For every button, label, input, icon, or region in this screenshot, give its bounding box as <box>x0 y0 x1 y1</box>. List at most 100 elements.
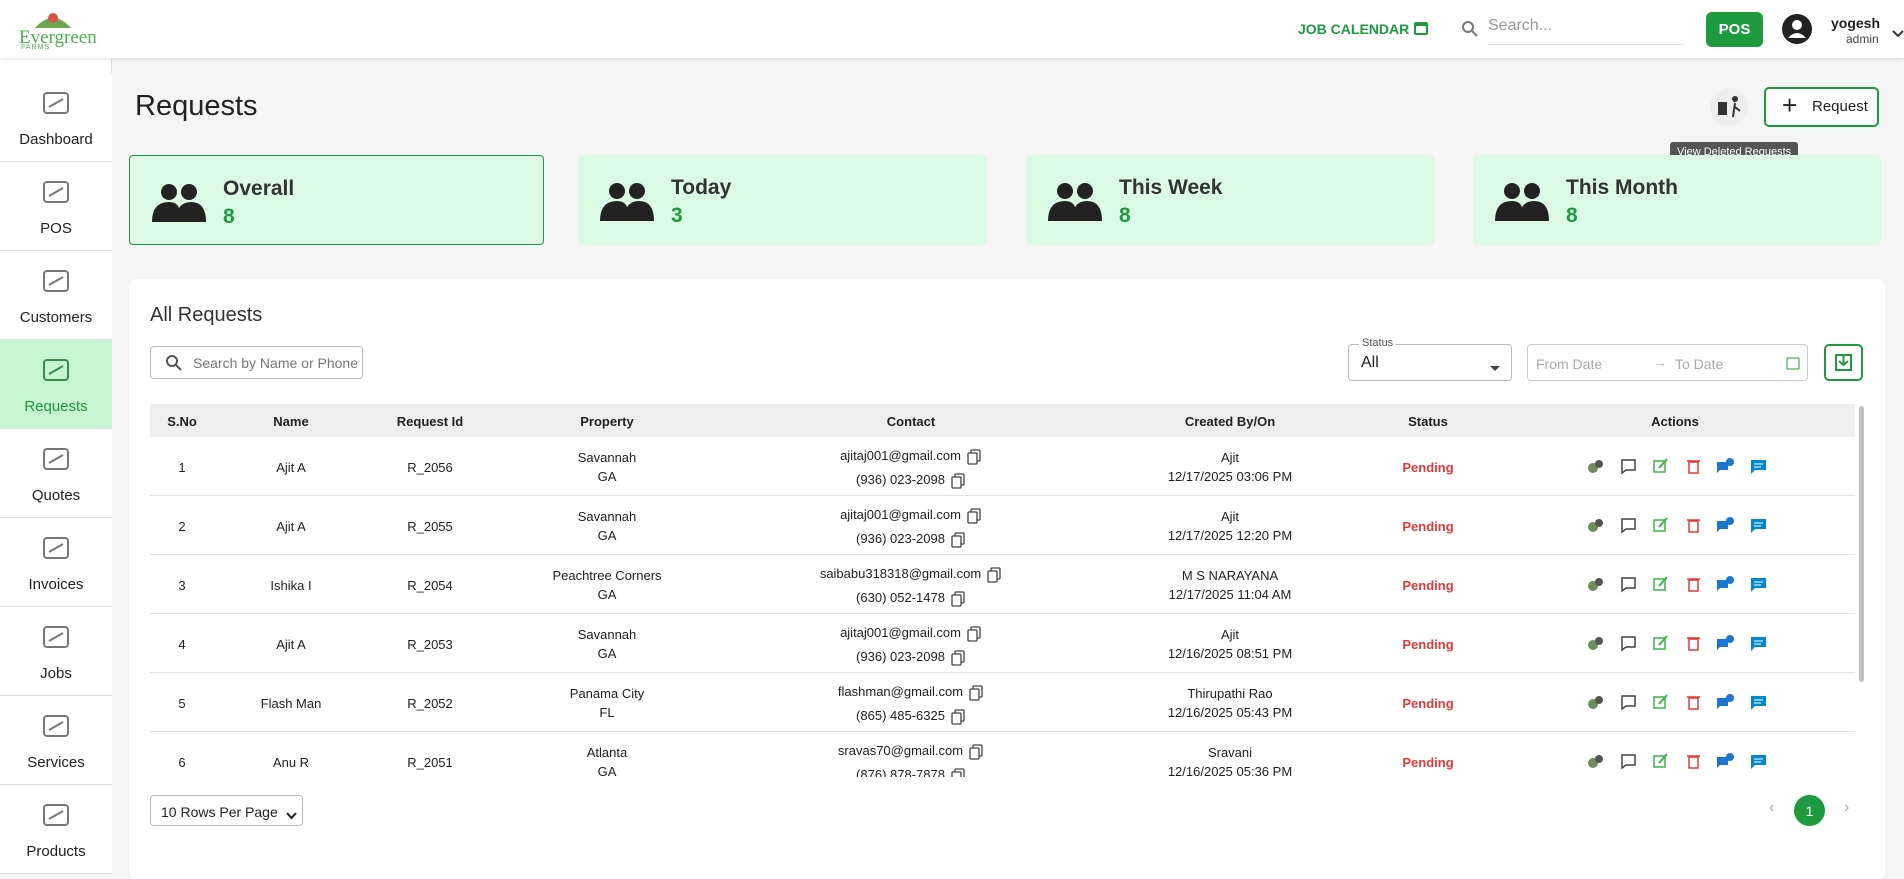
row-action[interactable] <box>1619 693 1637 711</box>
row-action-svg <box>1686 578 1700 592</box>
row-action[interactable] <box>1716 752 1734 770</box>
sidebar-item[interactable]: Services <box>0 696 112 785</box>
row-action[interactable] <box>1619 457 1637 475</box>
row-action[interactable] <box>1749 752 1767 770</box>
prev-page[interactable]: ‹ <box>1769 799 1775 816</box>
header-search[interactable]: Search... <box>1488 17 1684 45</box>
column-header: Name <box>273 414 309 429</box>
row-action[interactable] <box>1651 457 1669 475</box>
property-city: Savannah <box>577 627 637 642</box>
row-action[interactable] <box>1716 516 1734 534</box>
row-action[interactable] <box>1619 516 1637 534</box>
row-action-svg <box>1653 517 1668 532</box>
row-action[interactable] <box>1749 575 1767 593</box>
row-action-svg <box>1686 755 1700 769</box>
sidebar-item[interactable]: Dashboard <box>0 73 112 162</box>
date-range[interactable]: From Date → To Date <box>1527 344 1808 381</box>
sidebar-item[interactable]: Requests <box>0 340 112 429</box>
next-page[interactable]: › <box>1844 799 1850 816</box>
sidebar-item[interactable]: Quotes <box>0 429 112 518</box>
row-action-svg <box>1620 577 1636 593</box>
copy-icon <box>951 531 966 548</box>
row-action[interactable] <box>1586 752 1604 770</box>
row-action[interactable] <box>1749 693 1767 711</box>
sidebar-icon <box>40 445 72 475</box>
row-action[interactable] <box>1749 634 1767 652</box>
page-number[interactable]: 1 <box>1794 795 1825 826</box>
row-action[interactable] <box>1586 575 1604 593</box>
calendar-icon <box>1412 19 1430 37</box>
row-action[interactable] <box>1619 575 1637 593</box>
stat-icon-svg <box>600 183 654 221</box>
property-state: GA <box>597 587 617 602</box>
sidebar-icon-svg <box>43 270 69 292</box>
row-action[interactable] <box>1716 457 1734 475</box>
phone-text: (936) 023-2098 <box>856 531 945 546</box>
table-row: 6 Anu R R_2051 Atlanta GA sravas70@gmail.com (… <box>150 732 1855 777</box>
stat-card[interactable]: Overall 8 <box>129 155 544 245</box>
contact-phone: (865) 485-6325 <box>761 708 1061 725</box>
job-calendar-link[interactable]: JOB CALENDAR <box>1298 21 1410 37</box>
sidebar-item[interactable]: Jobs <box>0 607 112 696</box>
request-id: R_2053 <box>407 637 453 652</box>
calendar-icon <box>1786 356 1800 370</box>
sidebar-item[interactable]: Customers <box>0 251 112 340</box>
sidebar-icon <box>40 623 72 653</box>
contact-phone: (936) 023-2098 <box>761 531 1061 548</box>
row-action[interactable] <box>1651 516 1669 534</box>
property-state: FL <box>599 705 615 720</box>
row-action[interactable] <box>1716 575 1734 593</box>
sidebar-item[interactable]: POS <box>0 162 112 251</box>
requester-name: Ishika I <box>270 578 312 593</box>
row-action[interactable] <box>1586 693 1604 711</box>
column-header: Contact <box>886 414 936 429</box>
stat-card[interactable]: This Month 8 <box>1473 155 1881 245</box>
row-action[interactable] <box>1684 693 1702 711</box>
property-state: GA <box>597 764 617 777</box>
add-request-button[interactable]: Request <box>1764 87 1879 127</box>
row-action[interactable] <box>1651 634 1669 652</box>
stat-card[interactable]: Today 3 <box>578 155 987 245</box>
row-action[interactable] <box>1586 516 1604 534</box>
row-action[interactable] <box>1684 634 1702 652</box>
sidebar-item[interactable]: Products <box>0 785 112 874</box>
row-action[interactable] <box>1684 516 1702 534</box>
row-action-svg <box>1750 578 1766 592</box>
copy-icon <box>969 743 984 760</box>
row-action-svg <box>1620 459 1636 475</box>
row-action[interactable] <box>1684 457 1702 475</box>
row-action[interactable] <box>1749 457 1767 475</box>
row-action[interactable] <box>1651 693 1669 711</box>
row-action[interactable] <box>1619 634 1637 652</box>
contact-email: saibabu318318@gmail.com <box>761 566 1061 583</box>
row-action[interactable] <box>1619 752 1637 770</box>
view-deleted-button <box>1709 87 1749 127</box>
row-action[interactable] <box>1684 752 1702 770</box>
from-date: From Date <box>1536 356 1603 372</box>
logo-sub: FARMS <box>21 44 51 51</box>
row-action-svg <box>1750 460 1766 474</box>
property-state: GA <box>597 646 617 661</box>
row-action[interactable] <box>1651 752 1669 770</box>
email-text: ajitaj001@gmail.com <box>840 448 961 463</box>
row-action[interactable] <box>1716 634 1734 652</box>
row-action[interactable] <box>1716 693 1734 711</box>
status-select[interactable]: All Status <box>1348 337 1512 381</box>
row-action[interactable] <box>1749 516 1767 534</box>
rows-per-page-select[interactable]: 10 Rows Per Page <box>150 795 303 826</box>
email-text: ajitaj001@gmail.com <box>840 507 961 522</box>
row-action[interactable] <box>1586 457 1604 475</box>
select-caret <box>286 807 297 820</box>
row-action[interactable] <box>1586 634 1604 652</box>
table-row: 1 Ajit A R_2056 Savannah GA ajitaj001@gmail.c… <box>150 437 1855 496</box>
stat-card[interactable]: This Week 8 <box>1026 155 1434 245</box>
requester-name: Flash Man <box>260 696 322 711</box>
row-action[interactable] <box>1684 575 1702 593</box>
pos-button[interactable]: POS <box>1706 12 1763 47</box>
table-search[interactable]: Search by Name or Phone <box>150 346 363 379</box>
logo-mark-svg <box>35 13 71 28</box>
sidebar-item[interactable]: Invoices <box>0 518 112 607</box>
request-id: R_2051 <box>407 755 453 770</box>
row-action[interactable] <box>1651 575 1669 593</box>
row-action-svg <box>1686 460 1700 474</box>
